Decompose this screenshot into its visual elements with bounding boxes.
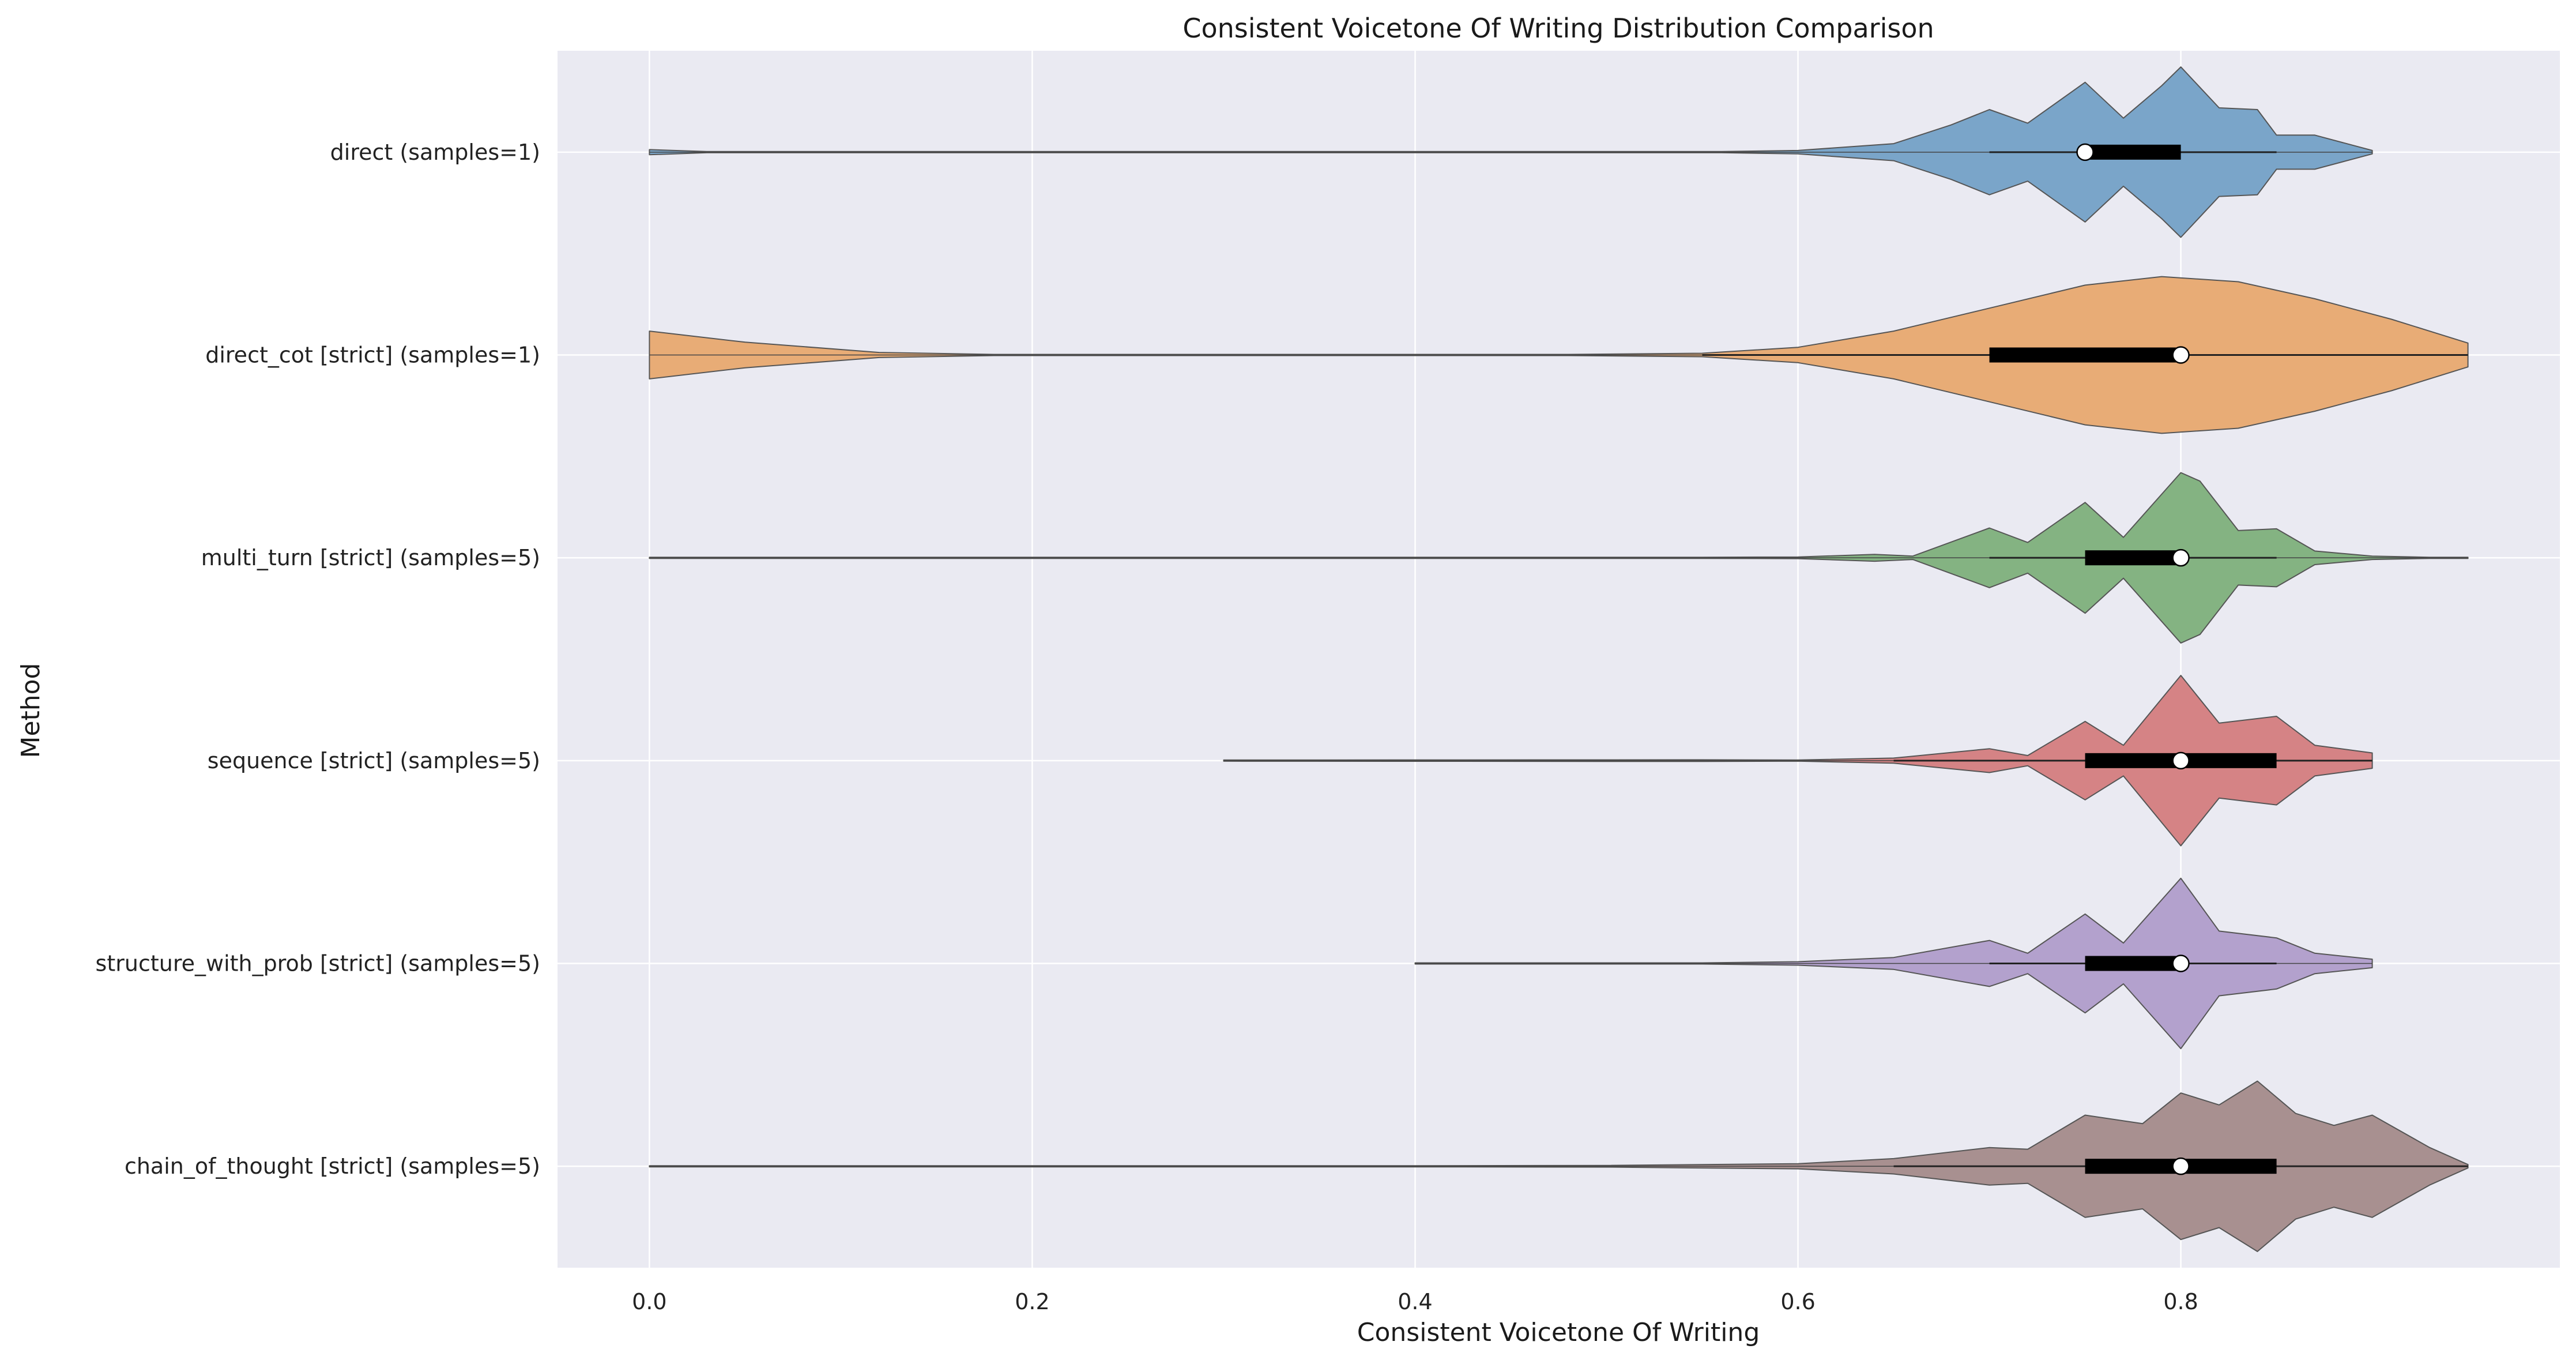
x-tick-label: 0.2 [1015,1289,1049,1314]
y-tick-label: sequence [strict] (samples=5) [208,748,540,773]
median-marker [2172,955,2190,972]
iqr-box [1989,347,2181,363]
y-tick-label: multi_turn [strict] (samples=5) [201,545,540,570]
x-tick-label: 0.8 [2163,1289,2198,1314]
median-marker [2172,346,2190,364]
iqr-box [2085,144,2181,160]
x-tick-labels: 0.0 0.2 0.4 0.6 0.8 [632,1289,2198,1314]
plot-background [558,51,2560,1268]
median-marker [2076,143,2094,161]
median-marker [2172,548,2190,567]
y-tick-label: chain_of_thought [strict] (samples=5) [125,1153,540,1179]
y-tick-label: structure_with_prob [strict] (samples=5) [96,951,540,976]
median-marker [2172,1157,2190,1175]
x-tick-label: 0.6 [1780,1289,1815,1314]
x-tick-label: 0.4 [1398,1289,1432,1314]
y-tick-label: direct (samples=1) [330,140,540,165]
y-tick-labels: direct (samples=1) direct_cot [strict] (s… [96,140,540,1179]
median-marker [2172,751,2190,770]
chart-title: Consistent Voicetone Of Writing Distribu… [1182,13,1934,44]
x-tick-label: 0.0 [632,1289,666,1314]
y-axis-label: Method [16,663,46,758]
iqr-box [2085,956,2181,971]
iqr-box [2085,550,2181,566]
y-tick-label: direct_cot [strict] (samples=1) [205,343,540,368]
violins [649,66,2469,1252]
x-axis-label: Consistent Voicetone Of Writing [1357,1318,1760,1347]
